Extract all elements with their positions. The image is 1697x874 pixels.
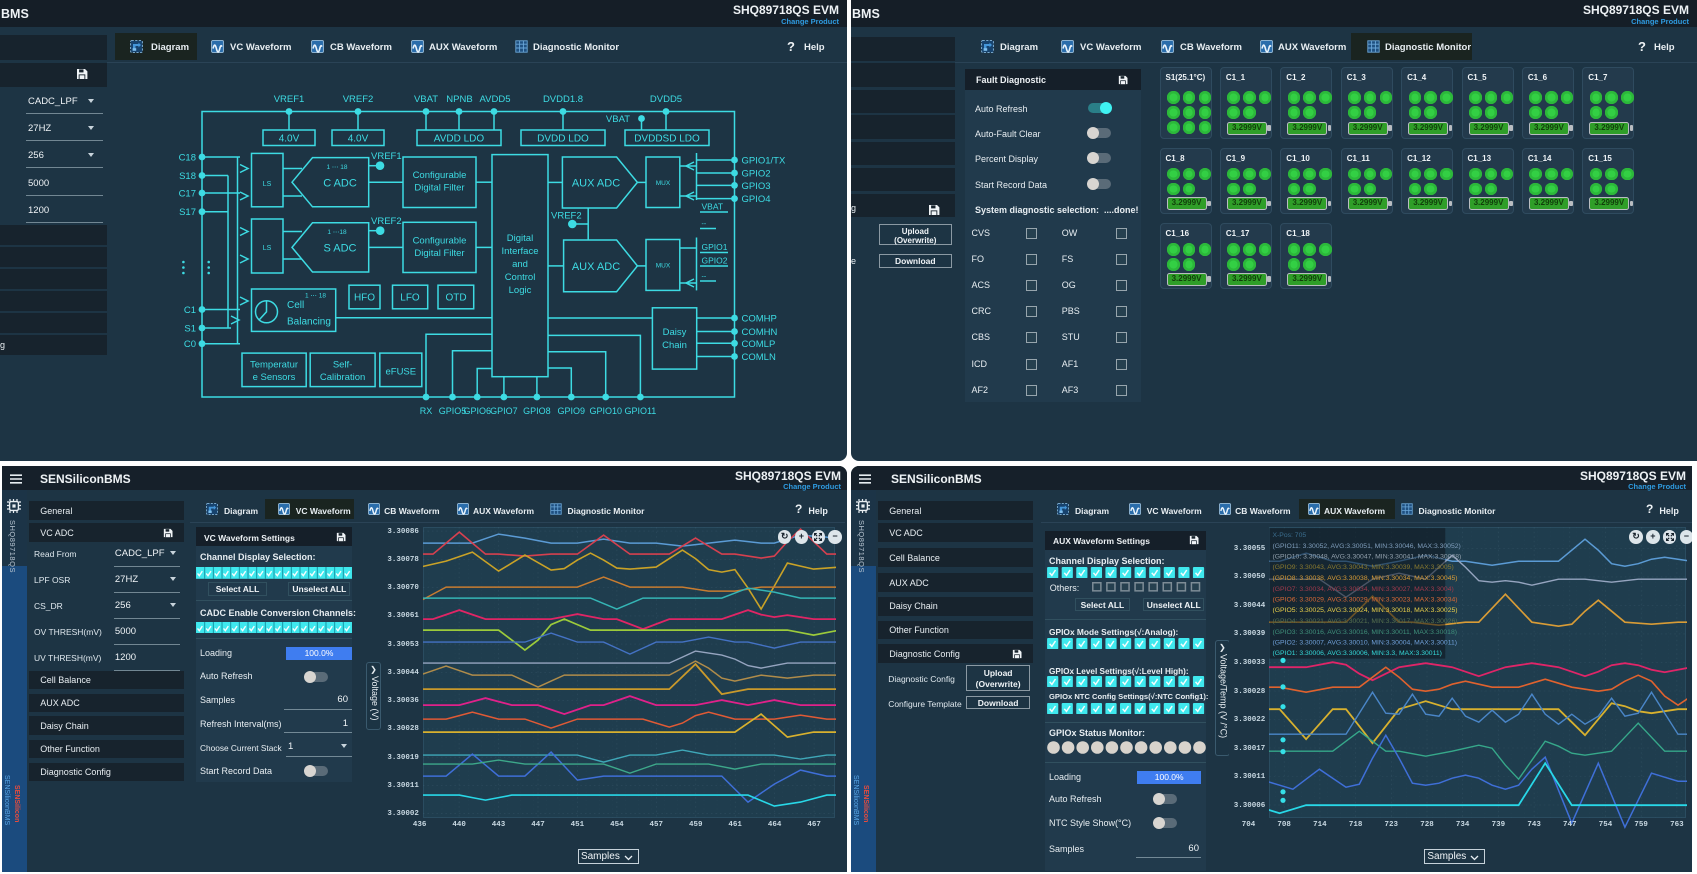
svg-text:Cell: Cell (287, 300, 304, 311)
svg-text:Self-: Self- (333, 360, 353, 371)
svg-text:(GPIO5: 3.30025, AVG:3.30024,: (GPIO5: 3.30025, AVG:3.30024, MIN:3.3001… (1273, 607, 1458, 614)
svg-text:DVDDSD LDO: DVDDSD LDO (634, 134, 700, 145)
svg-text:GPIO5: GPIO5 (439, 406, 467, 416)
svg-text:Digital: Digital (507, 233, 533, 244)
svg-text:COMLP: COMLP (742, 339, 776, 350)
svg-text:VREF1: VREF1 (371, 151, 402, 162)
svg-text:COMHP: COMHP (742, 314, 777, 325)
svg-text:(GPIO7: 3.30034, AVG:3.30034,: (GPIO7: 3.30034, AVG:3.30034, MIN:3.3002… (1273, 586, 1454, 593)
svg-text:HFO: HFO (354, 293, 375, 304)
svg-text:Digital Filter: Digital Filter (414, 183, 464, 194)
svg-text:LS: LS (263, 181, 272, 188)
svg-text:Daisy: Daisy (663, 327, 687, 338)
svg-text:C ADC: C ADC (323, 178, 357, 190)
svg-text:GPIO1: GPIO1 (702, 242, 728, 252)
svg-text:(GPIO4: 3.30021, AVG:3.30021,: (GPIO4: 3.30021, AVG:3.30021, MIN:3.3001… (1273, 618, 1458, 625)
svg-text:1 ⋯18: 1 ⋯18 (327, 229, 347, 236)
svg-text:Logic: Logic (509, 285, 532, 296)
svg-text:1 ⋯ 18: 1 ⋯ 18 (327, 164, 348, 171)
svg-text:eFUSE: eFUSE (385, 367, 416, 378)
svg-text:(GPIO6: 3.30029, AVG:3.30029,: (GPIO6: 3.30029, AVG:3.30029, MIN:3.3002… (1273, 597, 1458, 604)
svg-text:DVDD5: DVDD5 (650, 94, 682, 105)
svg-text:(GPIO10: 3.30048, AVG:3.30047,: (GPIO10: 3.30048, AVG:3.30047, MIN:3.300… (1273, 554, 1462, 561)
svg-text:and: and (512, 259, 528, 270)
svg-text:GPIO1/TX: GPIO1/TX (742, 156, 786, 167)
svg-text:VBAT: VBAT (414, 94, 438, 105)
svg-text:(GPIO11: 3.30052, AVG:3.30051,: (GPIO11: 3.30052, AVG:3.30051, MIN:3.300… (1273, 543, 1461, 550)
svg-text:(GPIO2: 3.30007, AVG:3.30010,: (GPIO2: 3.30007, AVG:3.30010, MIN:3.3000… (1273, 640, 1458, 647)
svg-text:GPIO2: GPIO2 (742, 169, 771, 180)
svg-text:AUX ADC: AUX ADC (572, 178, 620, 190)
svg-text:COMLN: COMLN (742, 352, 776, 363)
svg-text:GPIO7: GPIO7 (490, 406, 518, 416)
svg-text:S ADC: S ADC (323, 243, 356, 255)
svg-text:S18: S18 (179, 171, 196, 182)
svg-text:COMHN: COMHN (742, 327, 778, 338)
svg-text:VBAT: VBAT (606, 114, 630, 125)
svg-text:VREF2: VREF2 (551, 211, 582, 222)
svg-text:Digital Filter: Digital Filter (414, 248, 464, 259)
svg-text:VREF2: VREF2 (371, 216, 402, 227)
svg-text:1 ⋯ 18: 1 ⋯ 18 (305, 293, 326, 300)
svg-text:GPIO3: GPIO3 (742, 181, 771, 192)
svg-text:DVDD1.8: DVDD1.8 (543, 94, 583, 105)
svg-text:GPIO8: GPIO8 (523, 406, 551, 416)
svg-text:RX: RX (420, 406, 433, 416)
svg-text:AUX ADC: AUX ADC (572, 261, 620, 273)
svg-text:AVDD LDO: AVDD LDO (434, 134, 485, 145)
svg-text:MUX: MUX (656, 180, 671, 187)
svg-text:MUX: MUX (656, 263, 671, 270)
svg-text:C1: C1 (184, 305, 196, 316)
svg-text:e Sensors: e Sensors (253, 372, 296, 383)
svg-text:VBAT: VBAT (702, 202, 724, 212)
svg-text:(GPIO3: 3.30016, AVG:3.30016,: (GPIO3: 3.30016, AVG:3.30016, MIN:3.3001… (1273, 629, 1458, 636)
svg-text:4.0V: 4.0V (348, 134, 369, 145)
svg-text:AVDD5: AVDD5 (480, 94, 511, 105)
svg-text:(GPIO8: 3.30038, AVG:3.30038,: (GPIO8: 3.30038, AVG:3.30038, MIN:3.3003… (1273, 575, 1458, 582)
svg-text:X-Pos: 705: X-Pos: 705 (1273, 532, 1307, 539)
svg-text:C18: C18 (179, 153, 196, 164)
svg-text:Control: Control (505, 272, 536, 283)
svg-text:GPIO6: GPIO6 (463, 406, 491, 416)
svg-text:(GPIO9: 3.30043, AVG:3.30043,: (GPIO9: 3.30043, AVG:3.30043, MIN:3.3003… (1273, 564, 1454, 571)
svg-text:LFO: LFO (400, 293, 420, 304)
svg-text:4.0V: 4.0V (279, 134, 300, 145)
svg-text:C0: C0 (184, 339, 196, 350)
svg-text:LS: LS (263, 245, 272, 252)
svg-text:Chain: Chain (662, 340, 687, 351)
svg-text:GPIO2: GPIO2 (702, 256, 728, 266)
svg-text:DVDD LDO: DVDD LDO (537, 134, 589, 145)
svg-text:GPIO9: GPIO9 (558, 406, 586, 416)
svg-text:Configurable: Configurable (413, 170, 467, 181)
svg-text:--: -- (702, 274, 707, 281)
svg-text:GPIO4: GPIO4 (742, 194, 771, 205)
svg-text:VREF2: VREF2 (343, 94, 374, 105)
svg-text:Calibration: Calibration (320, 372, 365, 383)
svg-text:Configurable: Configurable (413, 236, 467, 247)
svg-text:S1: S1 (184, 324, 196, 335)
svg-text:C17: C17 (179, 189, 196, 200)
svg-text:S17: S17 (179, 207, 196, 218)
svg-text:(GPIO1: 3.30006, AVG:3.30006,: (GPIO1: 3.30006, AVG:3.30006, MIN:3.3, M… (1273, 650, 1442, 657)
svg-text:Temperatur: Temperatur (250, 360, 298, 371)
svg-text:GPIO10: GPIO10 (589, 406, 622, 416)
svg-text:--: -- (702, 221, 707, 228)
svg-text:Balancing: Balancing (287, 317, 331, 328)
svg-text:Interface: Interface (502, 246, 539, 257)
svg-text:VREF1: VREF1 (274, 94, 305, 105)
svg-text:OTD: OTD (445, 293, 466, 304)
svg-text:GPIO11: GPIO11 (624, 406, 656, 416)
svg-text:NPNB: NPNB (446, 94, 472, 105)
